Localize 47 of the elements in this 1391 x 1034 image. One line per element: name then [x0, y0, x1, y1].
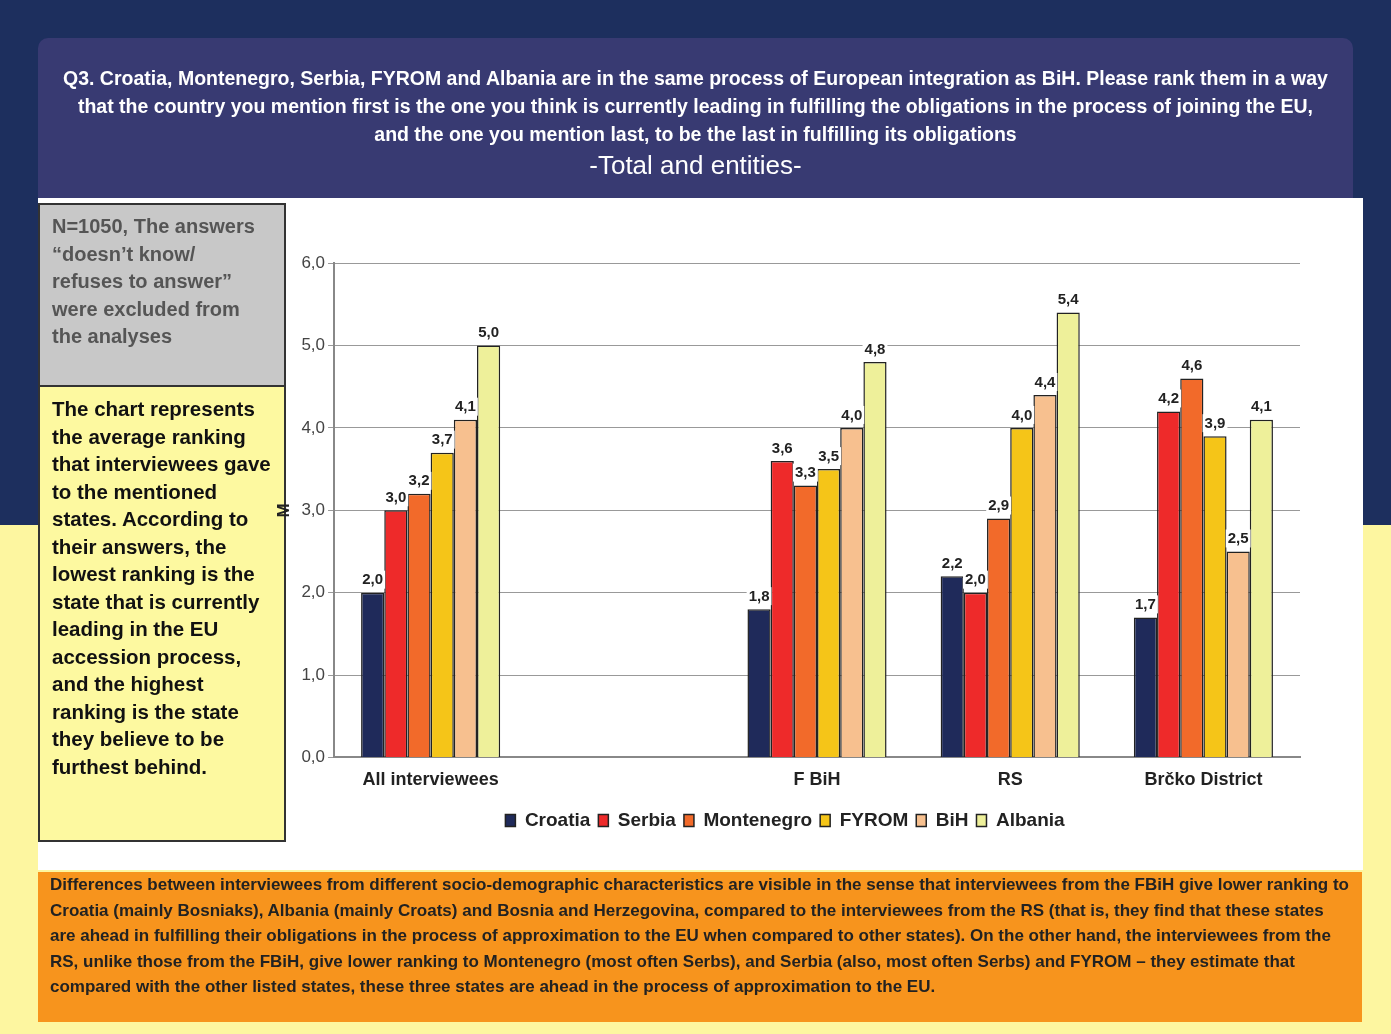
- chart-subtitle: -Total and entities-: [588, 150, 803, 181]
- text: N=1050, The answers “doesn’t know/ refuses to answer” were excluded from the analyses: [38, 203, 286, 388]
- chart-title: Q3. Croatia, Montenegro, Serbia, FYROM and Albania are in the same process of European integration as BiH. Please rank them in a way that the country you mention first is the one you think is currently leading in fulfilling the obligations in the process of joining the EU, and the one you mention last, to be the last in fulfilling its obligations: [62, 66, 1329, 147]
- data-label: 4,6: [1181, 356, 1203, 374]
- legend-label: BiH: [935, 808, 969, 830]
- data-label: 4,2: [1158, 389, 1180, 407]
- data-label: 4,0: [841, 405, 863, 423]
- x-tick-label: F BiH: [793, 769, 841, 790]
- data-label: 3,3: [794, 463, 816, 481]
- text: The chart represents the average ranking that interviewees gave to the mentioned states. According to their answers, the lowest ranking is the state that is currently leading in the EU accession process, and the highest ranking is the state they believe to be furthest behind.: [52, 397, 271, 778]
- data-label: 3,7: [431, 430, 453, 448]
- data-label: 3,6: [771, 438, 793, 456]
- legend-label: FYROM: [839, 808, 909, 830]
- x-tick-label: Brčko District: [1144, 769, 1263, 790]
- y-tick-label: 5,0: [301, 335, 326, 355]
- data-label: 3,5: [818, 446, 840, 464]
- data-label: 2,9: [988, 496, 1010, 514]
- y-tick-label: 6,0: [301, 252, 326, 272]
- y-axis-title: M: [273, 503, 293, 518]
- data-label: 1,8: [748, 586, 770, 604]
- data-label: 3,9: [1204, 413, 1226, 431]
- data-label: 1,7: [1135, 595, 1156, 613]
- x-tick-label: All interviewees: [362, 769, 499, 790]
- data-label: 4,4: [1034, 372, 1057, 390]
- data-label: 3,0: [385, 487, 407, 505]
- data-label: 4,1: [1250, 397, 1272, 415]
- y-tick-label: 3,0: [301, 499, 326, 519]
- data-label: 5,0: [478, 323, 500, 341]
- x-tick-label: RS: [997, 769, 1023, 790]
- text: Differences between interviewees from different socio-demographic characteristics are visible in the sense that interviewees from the FBiH give lower ranking to Croatia (mainly Bosniaks), Albania (mainly Croats) and Bosnia and Herzegovina, compared to the interviewees from the RS (that is, they find that these states are ahead in fulfilling their obligations in the process of approximation to the EU when compared to other states). On the other hand, the interviewees from the RS, unlike those from the FBiH, give lower ranking to Montenegro (most often Serbs), and Serbia (also, most often Serbs) and FYROM – they estimate that compared with the other listed states, these three states are ahead in the process of approximation to the EU.: [38, 872, 1362, 1022]
- data-label: 4,1: [454, 397, 476, 415]
- y-tick-label: 0,0: [301, 747, 326, 767]
- data-label: 3,2: [408, 471, 430, 489]
- legend-label: Croatia: [524, 808, 591, 830]
- data-label: 4,8: [864, 339, 886, 357]
- y-tick-label: 4,0: [301, 417, 326, 437]
- data-label: 5,4: [1057, 290, 1080, 308]
- data-label: 2,0: [362, 570, 384, 588]
- data-label: 2,5: [1227, 529, 1249, 547]
- legend-label: Serbia: [617, 808, 677, 830]
- legend-label: Albania: [995, 808, 1066, 830]
- data-label: 2,0: [965, 570, 986, 588]
- y-tick-label: 2,0: [301, 582, 326, 602]
- data-label: 2,2: [941, 553, 963, 571]
- y-tick-label: 1,0: [301, 664, 326, 684]
- legend-label: Montenegro: [703, 808, 813, 830]
- data-label: 4,0: [1011, 405, 1033, 423]
